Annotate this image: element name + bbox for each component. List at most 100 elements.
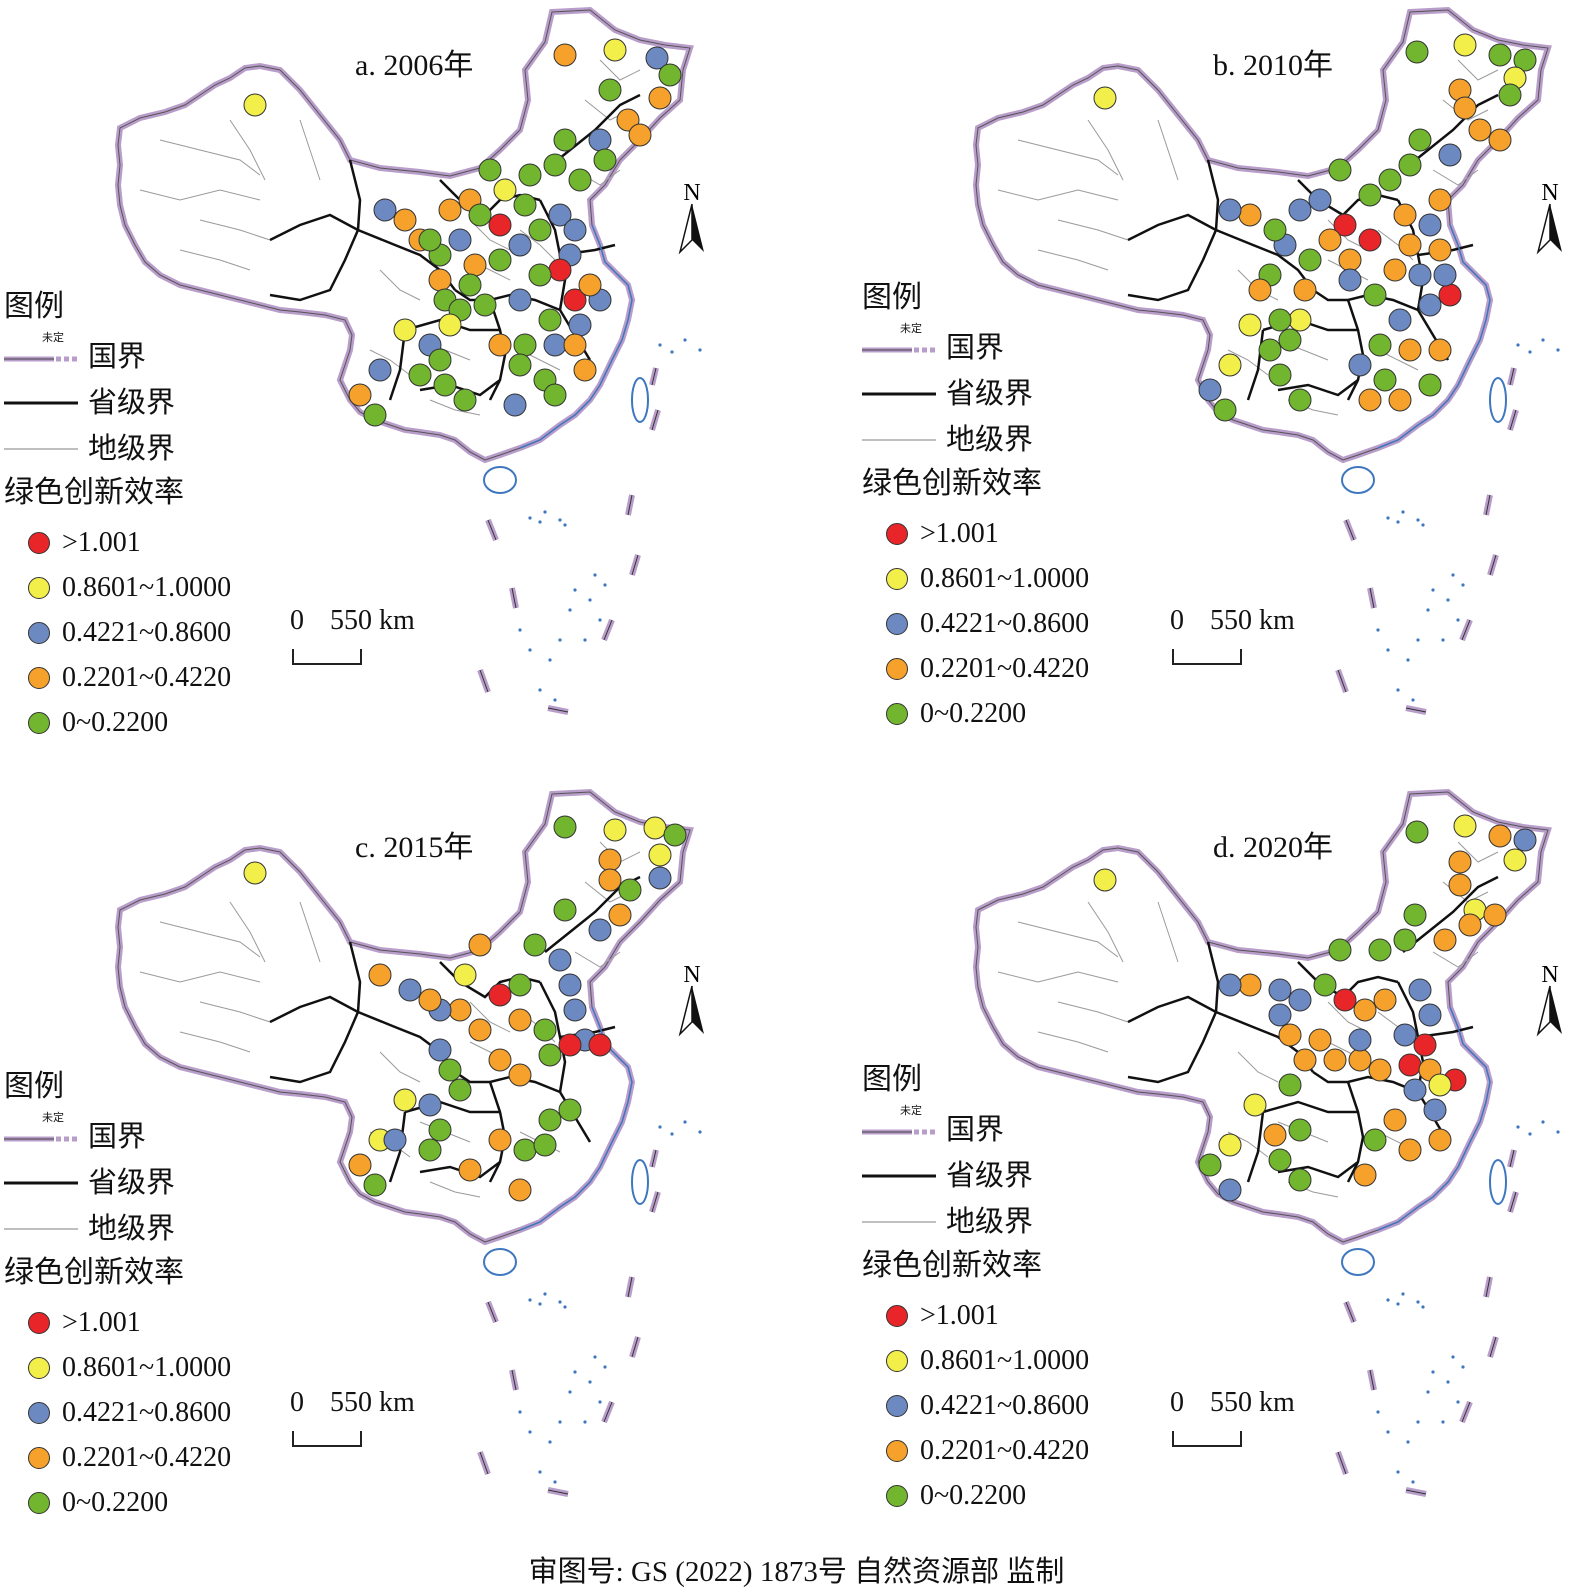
island-mark xyxy=(1416,518,1420,522)
legend-class-item: 0.4221~0.8600 xyxy=(862,1383,1089,1428)
island-mark xyxy=(568,608,572,612)
city-efficiency-dot xyxy=(1373,988,1397,1012)
city-efficiency-dot xyxy=(1408,978,1432,1002)
sea-boundary-dash xyxy=(511,1369,517,1391)
city-efficiency-dot xyxy=(1268,363,1292,387)
city-efficiency-dot xyxy=(1503,848,1527,872)
sea-boundary-dash xyxy=(1405,707,1427,713)
island-mark xyxy=(1528,1132,1532,1136)
legend-provincial-border: 省级界 xyxy=(862,1159,1034,1192)
legend-swatch xyxy=(886,1349,908,1372)
prefecture-border xyxy=(159,139,261,176)
city-efficiency-dot xyxy=(1333,988,1357,1012)
city-efficiency-dot xyxy=(1413,1033,1437,1057)
city-efficiency-dot xyxy=(383,1128,407,1152)
island-mark xyxy=(1406,658,1410,662)
city-efficiency-dot xyxy=(1338,248,1362,272)
city-efficiency-dot xyxy=(458,273,482,297)
city-efficiency-dot xyxy=(1288,388,1312,412)
island-mark xyxy=(1456,618,1460,622)
scale-distance: 550 km xyxy=(330,1387,415,1418)
legend-class-item: 0.2201~0.4220 xyxy=(4,655,231,700)
scale-bar: 0 550 km xyxy=(290,1387,415,1447)
city-efficiency-dot xyxy=(418,228,442,252)
city-efficiency-dot xyxy=(1438,143,1462,167)
city-efficiency-dot xyxy=(1418,293,1442,317)
prefecture-border xyxy=(1457,841,1499,863)
legend-swatch xyxy=(886,522,908,545)
city-efficiency-dot xyxy=(1263,1123,1287,1147)
scale-bar: 0 550 km xyxy=(290,605,415,665)
city-efficiency-dot xyxy=(1318,228,1342,252)
city-efficiency-dot xyxy=(553,815,577,839)
city-efficiency-dot xyxy=(508,1063,532,1087)
city-efficiency-dot xyxy=(1368,1058,1392,1082)
map-legend: 图例 未定 国界 省级界 地级界 绿色创新效率 >1.001 0.8601~1.0000 0.4… xyxy=(862,283,1089,736)
city-efficiency-dot xyxy=(1348,353,1372,377)
city-efficiency-dot xyxy=(1408,263,1432,287)
island-mark xyxy=(568,1390,572,1394)
city-efficiency-dot xyxy=(663,823,687,847)
prefecture-border xyxy=(1157,901,1179,963)
scale-bar: 0 550 km xyxy=(1170,605,1295,665)
city-efficiency-dot xyxy=(448,998,472,1022)
city-efficiency-dot xyxy=(1218,353,1242,377)
city-efficiency-dot xyxy=(1393,1023,1417,1047)
city-efficiency-dot xyxy=(1398,233,1422,257)
city-efficiency-dot xyxy=(563,288,587,312)
island-mark xyxy=(528,1430,532,1434)
legend-class-item: >1.001 xyxy=(4,520,231,565)
city-efficiency-dot xyxy=(438,198,462,222)
city-efficiency-dot xyxy=(393,1088,417,1112)
city-efficiency-dot xyxy=(458,1158,482,1182)
city-efficiency-dot xyxy=(593,148,617,172)
city-efficiency-dot xyxy=(1218,1178,1242,1202)
prefecture-border xyxy=(1432,951,1479,968)
city-efficiency-dot xyxy=(1353,1163,1377,1187)
hainan-island xyxy=(1341,466,1375,494)
legend-class-item: >1.001 xyxy=(862,1293,1089,1338)
island-mark xyxy=(1426,608,1430,612)
city-efficiency-dot xyxy=(1238,973,1262,997)
provincial-border xyxy=(1312,288,1419,312)
island-mark xyxy=(1396,520,1400,524)
city-efficiency-dot xyxy=(243,93,267,117)
north-label: N xyxy=(683,964,700,988)
island-mark xyxy=(543,1292,547,1296)
prefecture-border xyxy=(1442,99,1489,121)
city-efficiency-dot xyxy=(1393,203,1417,227)
city-efficiency-dot xyxy=(1348,1048,1372,1072)
city-efficiency-dot xyxy=(1238,203,1262,227)
legend-class-item: 0.8601~1.0000 xyxy=(4,1345,231,1390)
provincial-border xyxy=(1312,1070,1419,1094)
legend-class-item: 0.2201~0.4220 xyxy=(4,1435,231,1480)
city-efficiency-dot xyxy=(528,263,552,287)
city-efficiency-dot xyxy=(493,178,517,202)
legend-swatch xyxy=(28,1491,50,1514)
provincial-border xyxy=(1402,93,1499,171)
city-efficiency-dot xyxy=(588,918,612,942)
legend-class-item: 0.4221~0.8600 xyxy=(4,610,231,655)
city-efficiency-dot xyxy=(648,86,672,110)
island-mark xyxy=(1401,510,1405,514)
coastline xyxy=(519,224,633,449)
map-legend: 图例 未定 国界 省级界 地级界 绿色创新效率 >1.001 0.8601~1.0000 0.4… xyxy=(862,1065,1089,1518)
sea-boundary-dash xyxy=(547,707,569,713)
island-mark xyxy=(1386,648,1390,652)
city-efficiency-dot xyxy=(1405,40,1429,64)
sea-boundary-dash xyxy=(651,1149,657,1168)
undetermined-label: 未定 xyxy=(42,332,64,344)
island-mark xyxy=(670,1132,674,1136)
provincial-border xyxy=(538,981,567,1093)
provincial-border xyxy=(1127,159,1220,302)
city-efficiency-dot xyxy=(1348,1028,1372,1052)
city-efficiency-dot xyxy=(243,861,267,885)
island-mark xyxy=(1461,1365,1465,1369)
prefecture-border xyxy=(199,1001,271,1023)
island-mark xyxy=(670,350,674,354)
city-efficiency-dot xyxy=(648,843,672,867)
map-panel: c. 2015年 N 0 550 km 图例 未定 国界 省级界 地级界 绿色创新效率 >1.001… xyxy=(0,782,796,1572)
city-efficiency-dot xyxy=(368,963,392,987)
city-efficiency-dot xyxy=(428,1038,452,1062)
prefecture-border xyxy=(179,1031,251,1053)
